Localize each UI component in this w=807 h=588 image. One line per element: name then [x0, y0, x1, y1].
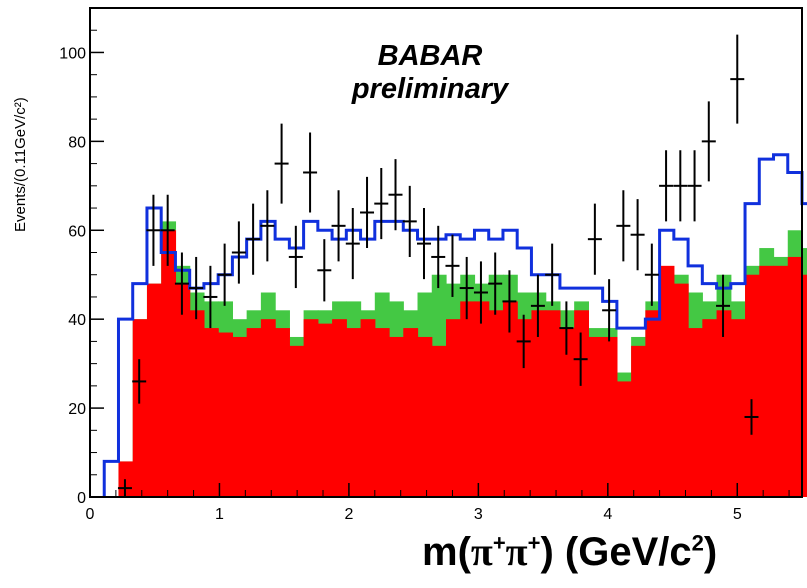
xlabel-pi2: π: [505, 529, 528, 574]
x-tick-label: 4: [603, 506, 612, 523]
signal-bin: [389, 336, 404, 497]
y-tick-label: 80: [68, 134, 86, 151]
signal-bin: [502, 301, 518, 497]
signal-bin: [203, 328, 219, 497]
signal-bin: [346, 328, 362, 497]
x-axis-label: m(π+π+) (GeV/c2): [422, 528, 717, 575]
signal-bin: [332, 319, 347, 497]
signal-bin: [431, 345, 447, 497]
signal-bin: [403, 328, 419, 497]
signal-bin: [702, 319, 718, 497]
signal-bin: [574, 310, 589, 497]
x-tick-label: 3: [474, 506, 483, 523]
signal-bin: [688, 328, 703, 497]
signal-bin: [289, 345, 305, 497]
xlabel-sup1: +: [492, 530, 506, 556]
xlabel-close: ): [703, 530, 718, 574]
signal-bin: [417, 336, 433, 497]
x-tick-label: 1: [215, 506, 224, 523]
x-tick-label: 0: [86, 506, 95, 523]
signal-bin: [175, 283, 191, 497]
signal-bin: [545, 310, 561, 497]
signal-bin: [146, 283, 162, 497]
x-tick-label: 5: [733, 506, 742, 523]
signal-bin: [531, 310, 547, 497]
histogram-layer: [118, 221, 807, 498]
signal-bin: [161, 230, 177, 498]
signal-bin: [275, 328, 290, 497]
signal-bin: [802, 274, 807, 497]
signal-bin: [460, 301, 476, 497]
signal-bin: [588, 336, 604, 497]
signal-bin: [132, 319, 148, 497]
signal-bin: [488, 310, 504, 497]
signal-bin: [673, 283, 689, 497]
signal-bin: [645, 310, 661, 497]
y-tick-label: 40: [68, 312, 86, 329]
signal-bin: [374, 328, 390, 497]
signal-bin: [787, 256, 803, 497]
y-tick-label: 0: [77, 490, 86, 507]
signal-bin: [559, 328, 575, 497]
signal-bin: [360, 319, 376, 497]
xlabel-sup2: +: [527, 530, 541, 556]
data-points-layer: [117, 34, 759, 497]
signal-bin: [218, 332, 233, 497]
signal-bin: [446, 319, 461, 497]
y-tick-label: 100: [59, 45, 86, 62]
signal-bin: [745, 274, 760, 497]
signal-bin: [759, 265, 775, 497]
signal-bin: [260, 319, 276, 497]
signal-bin: [730, 319, 746, 497]
annotation-line-2: preliminary: [351, 73, 509, 105]
signal-bin: [517, 319, 533, 497]
annotation-line-1: BABAR: [377, 40, 483, 72]
signal-bin: [303, 319, 319, 497]
xlabel-sup3: 2: [691, 530, 704, 556]
signal-bin: [246, 328, 262, 497]
xlabel-post: ) (GeV/c: [540, 530, 692, 574]
y-axis-label: Events/(0.11GeV/c²): [12, 97, 29, 232]
signal-bin: [631, 345, 646, 497]
signal-bin: [474, 301, 490, 497]
signal-bin: [232, 336, 248, 497]
xlabel-pre: m(: [422, 530, 471, 574]
signal-bin: [189, 310, 205, 497]
signal-bin: [616, 381, 632, 497]
signal-bin: [659, 265, 675, 497]
signal-bin: [317, 323, 333, 497]
y-tick-label: 20: [68, 401, 86, 418]
x-tick-label: 2: [344, 506, 353, 523]
signal-bin: [773, 265, 789, 497]
signal-bin: [716, 310, 732, 497]
y-tick-label: 60: [68, 223, 86, 240]
xlabel-pi1: π: [470, 529, 493, 574]
axis-layer: 0 1 2 3 4 5 0 20 40 60 80 100: [59, 29, 790, 523]
signal-bin: [602, 336, 618, 497]
experiment-label: BABAR preliminary: [330, 40, 530, 106]
